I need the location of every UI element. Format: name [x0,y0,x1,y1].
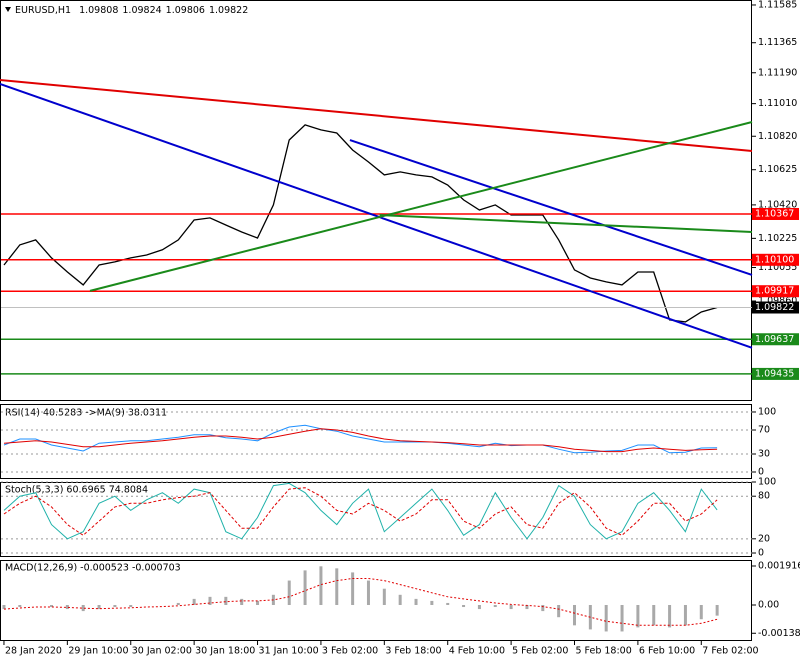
y-tick-label: 20 [758,533,770,544]
indicator-line [3,428,718,453]
y-tick-label: 1.10625 [758,164,797,175]
y-tick-label: 100 [758,406,776,417]
macd-panel [0,560,752,641]
y-tick-label: 1.10225 [758,233,797,244]
y-tick-label: 0 [758,548,764,559]
y-tick-label: 1.10820 [758,131,797,142]
level-box [752,301,799,314]
y-tick-label: 1.10420 [758,199,797,210]
indicator-line [3,424,718,454]
level-label: 1.10367 [755,208,794,219]
trend-line [0,82,753,349]
x-tick-label: 5 Feb 18:00 [575,646,631,657]
y-tick-label: -0.001389 [758,628,800,639]
menu-arrow [5,7,11,12]
level-label: 1.09637 [755,334,794,345]
chart-header: EURUSD,H1 1.09808 1.09824 1.09806 1.09822 [15,5,248,16]
indicator-line [3,487,718,536]
trend-line [379,214,753,234]
stoch-panel [0,482,752,557]
y-tick-label: 1.10055 [758,262,797,273]
x-tick-label: 30 Jan 02:00 [132,646,192,657]
y-tick-label: 70 [758,424,770,435]
y-tick-label: 1.11190 [758,67,797,78]
stoch-title: Stoch(5,3,3) 60.6965 74.8084 [5,485,148,496]
x-tick-label: 29 Jan 10:00 [68,646,128,657]
y-tick-label: 80 [758,491,770,502]
level-label: 1.09917 [755,286,794,297]
y-tick-label: 1.09860 [758,295,797,306]
x-tick-label: 5 Feb 02:00 [512,646,568,657]
rsi-title: RSI(14) 40.5283 ->MA(9) 38.0311 [5,408,167,419]
x-tick-label: 6 Feb 10:00 [639,646,695,657]
x-tick-label: 4 Feb 10:00 [449,646,505,657]
y-tick-label: 0.00 [758,599,779,610]
trend-line [89,121,753,292]
level-box [752,253,799,266]
level-box [752,207,799,220]
y-tick-label: 0 [758,466,764,477]
macd-title: MACD(12,26,9) -0.000523 -0.000703 [5,563,181,574]
y-tick-label: 1.11010 [758,98,797,109]
x-tick-label: 3 Feb 18:00 [385,646,441,657]
level-label: 1.09435 [755,368,794,379]
y-tick-label: 100 [758,477,776,488]
level-box [752,333,799,346]
x-tick-label: 30 Jan 18:00 [195,646,255,657]
y-tick-label: 30 [758,448,770,459]
main-panel [0,0,752,401]
y-tick-label: 1.11585 [758,0,797,10]
y-tick-label: 0.001916 [758,560,800,571]
y-tick-label: 1.11365 [758,37,797,48]
signal-line [3,578,718,626]
x-tick-label: 7 Feb 02:00 [702,646,758,657]
trend-line [0,78,753,153]
level-label: 1.09822 [755,302,794,313]
x-tick-label: 3 Feb 02:00 [322,646,378,657]
trend-line [349,139,753,276]
level-box [752,285,799,298]
indicator-line [3,482,718,540]
level-box [752,367,799,380]
level-label: 1.10100 [755,254,794,265]
x-tick-label: 28 Jan 2020 [5,646,62,657]
x-tick-label: 31 Jan 10:00 [259,646,319,657]
